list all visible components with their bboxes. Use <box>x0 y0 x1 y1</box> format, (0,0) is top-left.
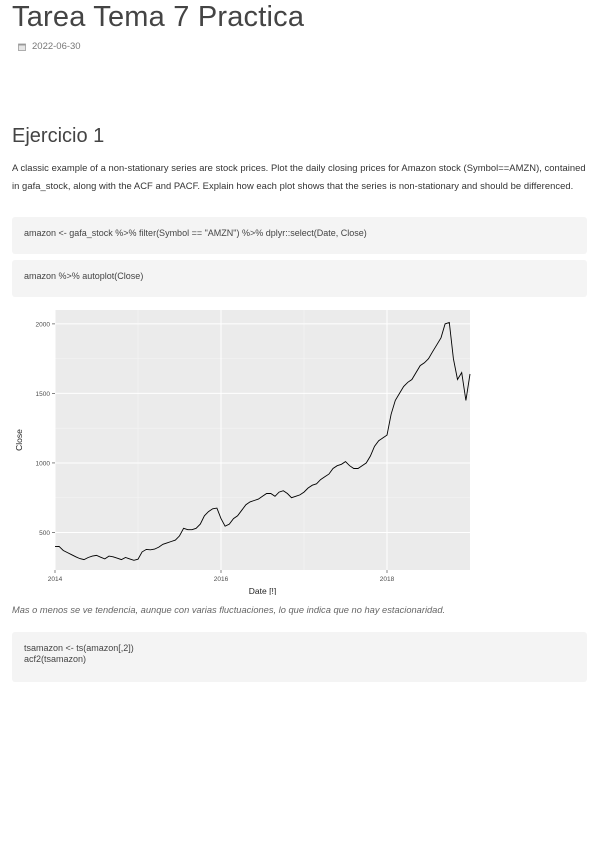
y-axis-label: Close <box>14 429 24 451</box>
code-line: amazon <- gafa_stock %>% filter(Symbol =… <box>24 228 367 238</box>
series-line-close <box>54 321 471 561</box>
code-block-1: amazon <- gafa_stock %>% filter(Symbol =… <box>12 217 587 254</box>
analysis-comment: Mas o menos se ve tendencia, aunque con … <box>12 605 446 615</box>
close-price-chart: 500 1000 1500 2000 2014 2016 2018 Date [!] Cl… <box>14 310 471 595</box>
code-line: tsamazon <- ts(amazon[,2]) <box>24 643 134 653</box>
plot-panel <box>55 310 470 570</box>
x-tick-label: 2018 <box>380 576 395 583</box>
post-date: 2022-06-30 <box>32 41 81 52</box>
code-block-3: tsamazon <- ts(amazon[,2]) acf2(tsamazon… <box>12 632 587 682</box>
section-heading: Ejercicio 1 <box>12 125 105 147</box>
y-tick-label: 1000 <box>36 460 51 467</box>
page-title: Tarea Tema 7 Practica <box>12 1 305 33</box>
calendar-icon <box>18 43 26 51</box>
x-axis-label: Date [!] <box>249 586 276 595</box>
x-tick-label: 2016 <box>214 576 229 583</box>
y-tick-label: 1500 <box>36 391 51 398</box>
code-line: acf2(tsamazon) <box>24 654 87 664</box>
y-tick-label: 2000 <box>36 321 51 328</box>
date-row: 2022-06-30 <box>18 41 81 52</box>
x-tick-label: 2014 <box>48 576 63 583</box>
code-line: amazon %>% autoplot(Close) <box>24 271 144 281</box>
code-block-2: amazon %>% autoplot(Close) <box>12 260 587 297</box>
exercise-description: A classic example of a non-stationary se… <box>12 162 586 191</box>
y-tick-label: 500 <box>39 530 50 537</box>
